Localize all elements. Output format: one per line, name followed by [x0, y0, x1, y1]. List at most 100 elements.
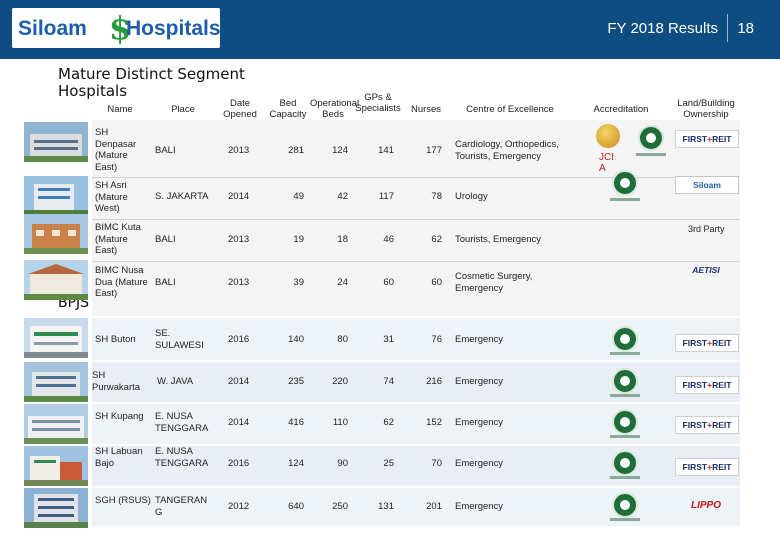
- hospital-name: SH Buton: [95, 334, 136, 345]
- jci-label: JCI A: [599, 152, 614, 174]
- header-divider: [727, 14, 728, 42]
- gps-specialists: 25: [383, 458, 394, 469]
- bed-capacity: 281: [288, 145, 304, 156]
- col-nurses: Nurses: [410, 104, 442, 115]
- operational-beds: 110: [332, 417, 348, 428]
- col-operational-beds: Operational Beds: [310, 98, 360, 120]
- nurses: 177: [426, 145, 442, 156]
- hospital-name: SH Asri (Mature West): [95, 180, 128, 214]
- hospital-photo: [24, 122, 88, 162]
- kars-caption-icon: [610, 394, 640, 397]
- kars-caption-icon: [610, 198, 640, 201]
- centre-of-excellence: Cardiology, Orthopedics, Tourists, Emerg…: [455, 139, 559, 162]
- logo-text-right: Hospitals: [126, 17, 221, 40]
- mature-block: [92, 120, 740, 316]
- lippo-logo: LIPPO: [690, 500, 721, 511]
- operational-beds: 250: [332, 501, 348, 512]
- jci-seal-icon: [596, 124, 620, 148]
- siloam-hospitals-logo: Siloam $ Hospitals: [12, 8, 221, 48]
- col-name: Name: [107, 104, 133, 115]
- hospital-photo: [24, 318, 88, 358]
- row-divider: [92, 219, 740, 220]
- kars-accreditation-icon: [612, 450, 638, 476]
- gps-specialists: 60: [383, 277, 394, 288]
- first-reit-logo: FIRST+REIT: [675, 334, 739, 352]
- hospital-photo: [24, 404, 88, 444]
- date-opened: 2013: [228, 234, 250, 245]
- gps-specialists: 74: [383, 376, 394, 387]
- bed-capacity: 49: [293, 191, 304, 202]
- hospital-place: S. JAKARTA: [155, 191, 209, 202]
- bed-capacity: 19: [293, 234, 304, 245]
- top-banner: Siloam $ Hospitals FY 2018 Results 18: [0, 0, 780, 59]
- centre-of-excellence: Emergency: [455, 417, 504, 428]
- nurses: 216: [426, 376, 442, 387]
- hospital-name: BIMC Nusa Dua (Mature East): [95, 265, 148, 299]
- hospital-name: SGH (RSUS): [95, 495, 151, 506]
- aetisi-logo: AETISI: [692, 265, 720, 275]
- logo-text-left: Siloam: [18, 17, 87, 40]
- centre-of-excellence: Cosmetic Surgery, Emergency: [455, 271, 533, 294]
- centre-of-excellence: Urology: [455, 191, 488, 202]
- first-reit-logo: FIRST+REIT: [675, 130, 739, 148]
- report-title: FY 2018 Results: [607, 20, 718, 37]
- bed-capacity: 235: [288, 376, 304, 387]
- bed-capacity: 416: [288, 417, 304, 428]
- hospital-name: BIMC Kuta (Mature East): [95, 222, 141, 256]
- nurses: 76: [431, 334, 442, 345]
- col-gps-specialists: GPs & Specialists: [355, 92, 401, 114]
- kars-caption-icon: [610, 476, 640, 479]
- gps-specialists: 117: [378, 191, 394, 202]
- nurses: 78: [431, 191, 442, 202]
- centre-of-excellence: Emergency: [455, 334, 504, 345]
- first-reit-logo: FIRST+REIT: [675, 458, 739, 476]
- centre-of-excellence: Tourists, Emergency: [455, 234, 542, 245]
- hospital-photo: [24, 362, 88, 402]
- hospital-photo: [24, 214, 88, 254]
- row-divider: [92, 177, 740, 178]
- date-opened: 2016: [228, 334, 250, 345]
- bed-capacity: 640: [288, 501, 304, 512]
- nurses: 152: [426, 417, 442, 428]
- hospital-photo: [24, 488, 88, 528]
- operational-beds: 18: [337, 234, 348, 245]
- col-bed-capacity: Bed Capacity: [269, 98, 307, 120]
- nurses: 201: [426, 501, 442, 512]
- bed-capacity: 140: [288, 334, 304, 345]
- logo-mark-icon: $: [109, 9, 132, 47]
- nurses: 62: [431, 234, 442, 245]
- third-party-label: 3rd Party: [688, 224, 725, 234]
- hospital-photo: [24, 446, 88, 486]
- operational-beds: 90: [337, 458, 348, 469]
- col-date-opened: Date Opened: [223, 98, 257, 120]
- hospital-place: E. NUSA TENGGARA: [155, 446, 209, 469]
- gps-specialists: 46: [383, 234, 394, 245]
- date-opened: 2013: [228, 277, 250, 288]
- first-reit-logo: FIRST+REIT: [675, 416, 739, 434]
- kars-caption-icon: [610, 518, 640, 521]
- kars-caption-icon: [636, 153, 666, 156]
- hospital-name: SH Denpasar (Mature East): [95, 127, 137, 173]
- row-divider: [92, 261, 740, 262]
- kars-caption-icon: [610, 352, 640, 355]
- nurses: 60: [431, 277, 442, 288]
- col-place: Place: [171, 104, 195, 115]
- hospital-place: W. JAVA: [157, 376, 194, 387]
- hospital-place: BALI: [155, 277, 176, 288]
- hospital-place: BALI: [155, 234, 176, 245]
- gps-specialists: 131: [378, 501, 394, 512]
- kars-accreditation-icon: [612, 409, 638, 435]
- operational-beds: 80: [337, 334, 348, 345]
- date-opened: 2012: [228, 501, 250, 512]
- date-opened: 2016: [228, 458, 250, 469]
- kars-accreditation-icon: [638, 125, 664, 151]
- date-opened: 2014: [228, 417, 250, 428]
- hospital-photo: [24, 176, 88, 216]
- first-reit-logo: FIRST+REIT: [675, 376, 739, 394]
- col-accreditation: Accreditation: [593, 104, 649, 115]
- operational-beds: 42: [337, 191, 348, 202]
- operational-beds: 220: [332, 376, 348, 387]
- kars-accreditation-icon: [612, 170, 638, 196]
- col-ownership: Land/Building Ownership: [677, 98, 735, 120]
- kars-accreditation-icon: [612, 326, 638, 352]
